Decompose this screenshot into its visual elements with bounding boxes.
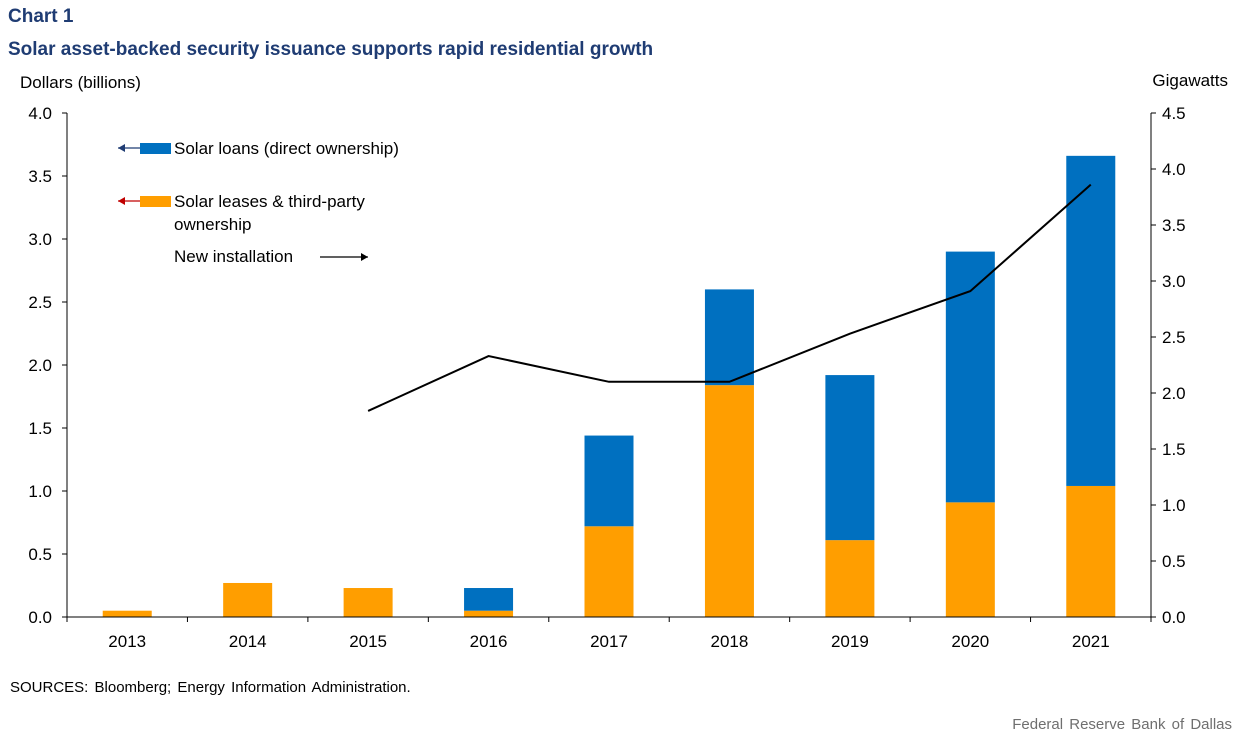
legend-leases-swatch xyxy=(140,196,171,207)
x-tick-label: 2013 xyxy=(108,632,146,651)
bar-loans-2020 xyxy=(945,251,995,503)
left-tick-label: 1.5 xyxy=(28,419,52,438)
bar-leases-2020 xyxy=(945,502,995,617)
x-tick-label: 2018 xyxy=(711,632,749,651)
right-axis-title: Gigawatts xyxy=(1152,71,1228,90)
bar-loans-2019 xyxy=(825,375,875,541)
bar-leases-2017 xyxy=(584,526,634,617)
x-tick-label: 2016 xyxy=(470,632,508,651)
left-tick-label: 2.5 xyxy=(28,293,52,312)
x-tick-label: 2021 xyxy=(1072,632,1110,651)
x-tick-label: 2019 xyxy=(831,632,869,651)
publisher-credit: Federal Reserve Bank of Dallas xyxy=(1012,716,1232,733)
left-axis-title: Dollars (billions) xyxy=(20,73,141,92)
sources-note: SOURCES: Bloomberg; Energy Information A… xyxy=(10,679,411,696)
left-tick-label: 3.0 xyxy=(28,230,52,249)
bar-leases-2014 xyxy=(223,582,273,617)
right-tick-label: 4.0 xyxy=(1162,160,1186,179)
legend-loans-label: Solar loans (direct ownership) xyxy=(174,139,399,158)
right-tick-label: 4.5 xyxy=(1162,104,1186,123)
bar-leases-2021 xyxy=(1066,485,1116,617)
left-tick-label: 2.0 xyxy=(28,356,52,375)
x-tick-label: 2020 xyxy=(951,632,989,651)
chart-title: Solar asset-backed security issuance sup… xyxy=(8,39,654,60)
left-tick-label: 0.0 xyxy=(28,608,52,627)
legend-installation-arrow-head xyxy=(361,253,368,261)
left-tick-label: 4.0 xyxy=(28,104,52,123)
right-tick-label: 3.5 xyxy=(1162,216,1186,235)
right-tick-label: 0.0 xyxy=(1162,608,1186,627)
right-tick-label: 1.5 xyxy=(1162,440,1186,459)
bar-leases-2013 xyxy=(102,610,152,617)
legend-leases-label: Solar leases & third-party xyxy=(174,192,365,211)
bar-loans-2021 xyxy=(1066,155,1116,486)
bar-loans-2016 xyxy=(464,588,514,611)
legend-leases-arrow-head xyxy=(118,197,125,205)
right-tick-label: 2.5 xyxy=(1162,328,1186,347)
right-tick-label: 3.0 xyxy=(1162,272,1186,291)
x-tick-label: 2015 xyxy=(349,632,387,651)
legend-leases-label-line2: ownership xyxy=(174,215,252,234)
bar-leases-2015 xyxy=(343,588,393,617)
legend-loans-arrow-head xyxy=(118,144,125,152)
installation-line xyxy=(367,183,1092,412)
chart-number: Chart 1 xyxy=(8,6,74,27)
left-tick-label: 3.5 xyxy=(28,167,52,186)
bar-loans-2018 xyxy=(704,289,754,386)
bar-leases-2018 xyxy=(704,385,754,617)
right-tick-label: 0.5 xyxy=(1162,552,1186,571)
bar-loans-2017 xyxy=(584,435,634,527)
left-tick-label: 1.0 xyxy=(28,482,52,501)
bar-leases-2019 xyxy=(825,540,875,617)
right-tick-label: 1.0 xyxy=(1162,496,1186,515)
legend-installation-label: New installation xyxy=(174,247,293,266)
x-tick-label: 2017 xyxy=(590,632,628,651)
right-tick-label: 2.0 xyxy=(1162,384,1186,403)
left-tick-label: 0.5 xyxy=(28,545,52,564)
x-tick-label: 2014 xyxy=(229,632,267,651)
legend-loans-swatch xyxy=(140,143,171,154)
bar-leases-2016 xyxy=(464,610,514,617)
